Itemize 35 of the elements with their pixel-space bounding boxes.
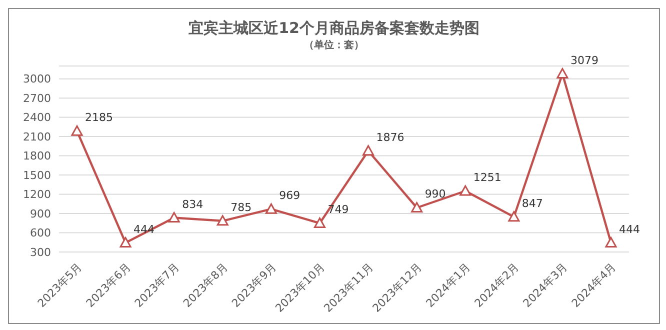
- data-label: 444: [619, 222, 640, 236]
- point: [265, 203, 277, 214]
- data-label: 1251: [473, 171, 502, 184]
- point: [411, 202, 423, 212]
- data-label: 969: [279, 189, 300, 202]
- point: [508, 211, 520, 222]
- data-label: 847: [522, 196, 543, 210]
- data-label: 834: [182, 198, 204, 211]
- point: [314, 217, 326, 228]
- data-label: 785: [230, 200, 252, 214]
- y-tick-label: 300: [30, 246, 51, 259]
- data-label: 1876: [376, 130, 404, 144]
- y-tick-label: 2700: [23, 92, 51, 105]
- data-label: 3079: [570, 54, 598, 67]
- chart-subtitle: （单位：套）: [303, 38, 365, 52]
- y-tick-label: 1500: [23, 168, 51, 182]
- y-tick-label: 600: [30, 226, 51, 240]
- point: [120, 237, 132, 248]
- y-tick-label: 1200: [23, 188, 51, 202]
- point: [460, 185, 472, 196]
- point: [362, 145, 374, 156]
- data-label: 2185: [85, 111, 113, 124]
- y-tick-label: 2100: [23, 130, 51, 144]
- chart-title: 宜宾主城区近12个月商品房备案套数走势图: [188, 19, 480, 38]
- point: [71, 125, 83, 136]
- y-tick-label: 1800: [23, 150, 51, 163]
- y-tick-label: 3000: [23, 72, 51, 86]
- y-tick-label: 2400: [23, 111, 51, 124]
- data-label: 749: [328, 203, 349, 216]
- point: [168, 212, 180, 222]
- y-tick-label: 900: [30, 207, 51, 220]
- point: [216, 215, 228, 226]
- point: [605, 237, 617, 248]
- data-label: 990: [424, 188, 446, 201]
- point: [556, 68, 568, 79]
